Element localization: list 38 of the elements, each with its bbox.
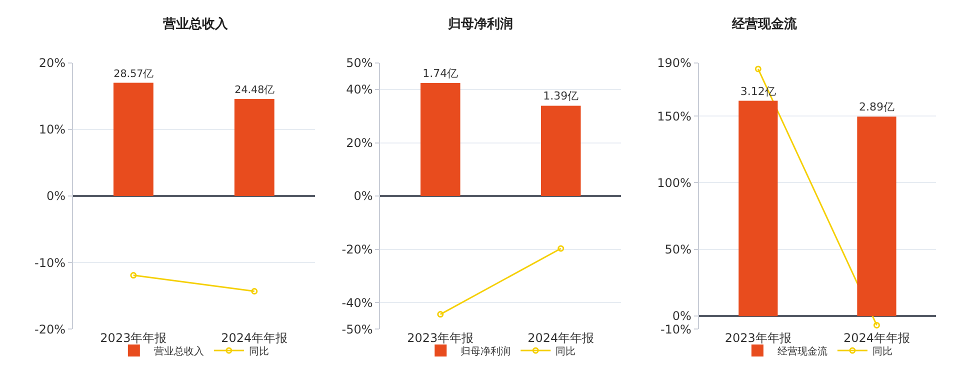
legend-label: 归母净利润 <box>460 345 511 358</box>
x-tick-label: 2024年年报 <box>221 331 288 346</box>
data-label: 2.89亿 <box>858 100 894 114</box>
y-tick-label: -20% <box>34 322 66 336</box>
chart-title: 营业总收入 <box>162 16 229 32</box>
y-tick-label: -50% <box>342 322 373 336</box>
chart-title: 归母净利润 <box>447 16 513 32</box>
y-tick-label: -40% <box>342 296 373 310</box>
y-tick-label: 10% <box>38 122 66 137</box>
chart-title: 经营现金流 <box>731 16 798 32</box>
x-tick-label: 2023年年报 <box>100 331 167 346</box>
legend-label: 营业总收入 <box>154 345 204 358</box>
y-tick-label: 0% <box>46 189 66 204</box>
y-tick-label: -10% <box>660 322 692 336</box>
data-label: 28.57亿 <box>114 68 154 80</box>
y-tick-label: 50% <box>346 56 373 70</box>
y-tick-label: 50% <box>664 242 692 256</box>
y-tick-label: 100% <box>657 176 692 190</box>
legend-label: 同比 <box>872 345 892 358</box>
legend-label: 经营现金流 <box>777 345 828 358</box>
y-tick-label: 150% <box>657 109 692 124</box>
y-tick-label: 0% <box>672 309 692 324</box>
y-tick-label: 20% <box>346 136 373 150</box>
y-tick-label: 20% <box>38 56 66 70</box>
legend-label: 同比 <box>248 345 269 358</box>
legend-label: 同比 <box>556 345 576 358</box>
y-tick-label: 40% <box>346 82 373 97</box>
y-tick-label: 0% <box>354 189 373 204</box>
y-tick-label: -20% <box>342 242 373 256</box>
y-tick-label: 190% <box>657 56 692 70</box>
data-label: 1.74亿 <box>422 66 458 80</box>
x-tick-label: 2023年年报 <box>724 331 792 346</box>
y-tick-label: -10% <box>34 256 66 270</box>
x-tick-label: 2024年年报 <box>528 331 594 346</box>
x-tick-label: 2023年年报 <box>407 331 474 346</box>
x-tick-label: 2024年年报 <box>843 331 910 346</box>
data-label: 24.48亿 <box>234 84 274 96</box>
data-label: 1.39亿 <box>543 90 579 103</box>
